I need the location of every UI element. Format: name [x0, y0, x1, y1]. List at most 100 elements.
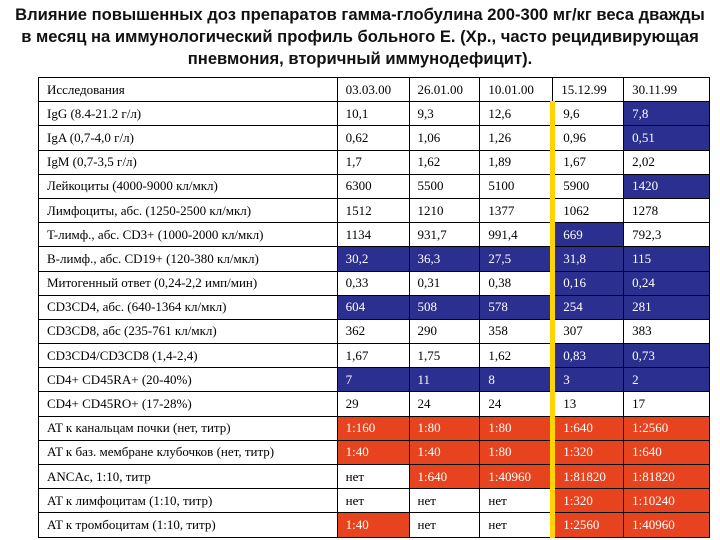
value-cell: 2: [623, 367, 710, 393]
row-label: AT к лимфоцитам (1:10, титр): [38, 488, 338, 514]
value-cell: 0,38: [479, 270, 554, 296]
value-cell: 1,67: [336, 343, 410, 369]
value-cell: 10,1: [336, 101, 410, 127]
value-cell: 24: [479, 391, 554, 417]
value-cell: 1420: [623, 173, 710, 199]
value-cell: 1:40: [408, 439, 481, 466]
value-cell: 0,73: [623, 343, 710, 369]
value-cell: 6300: [336, 173, 410, 199]
value-cell: 991,4: [479, 222, 554, 248]
value-cell: 383: [623, 318, 710, 345]
value-cell: 792,3: [623, 222, 710, 248]
row-label: Лейкоциты (4000-9000 кл/мкл): [38, 173, 338, 199]
value-cell: нет: [408, 512, 481, 538]
value-cell: 0,16: [550, 270, 625, 296]
table-row: AT к баз. мембране клубочков (нет, титр)…: [38, 439, 710, 466]
table-row: T-лимф., абс. CD3+ (1000-2000 кл/мкл) 113…: [38, 222, 710, 248]
value-cell: 31,8: [550, 246, 625, 272]
table-row: AT к лимфоцитам (1:10, титр) нет нет нет 1:3…: [38, 488, 710, 514]
value-cell: 5500: [408, 173, 481, 199]
row-label: CD4+ CD45RA+ (20-40%): [38, 367, 338, 393]
table-row: CD3CD4, абс. (640-1364 кл/мкл) 604 508 578 2…: [38, 294, 710, 320]
value-cell: 578: [479, 294, 554, 320]
row-label: AT к канальцам почки (нет, титр): [38, 415, 338, 441]
row-label: Митогенный ответ (0,24-2,2 имп/мин): [38, 270, 338, 296]
value-cell: 1:2560: [550, 512, 625, 538]
value-cell: 1:2560: [623, 415, 710, 441]
value-cell: 362: [336, 318, 410, 345]
row-label: CD4+ CD45RO+ (17-28%): [38, 391, 338, 417]
value-cell: 1:80: [479, 415, 554, 441]
value-cell: 1512: [336, 197, 410, 224]
value-cell: 508: [408, 294, 481, 320]
value-cell: 0,62: [336, 125, 410, 151]
row-label: ANCAc, 1:10, титр: [38, 463, 338, 490]
value-cell: 1:640: [623, 439, 710, 466]
value-cell: 1,75: [408, 343, 481, 369]
value-cell: 1:80: [479, 439, 554, 466]
table-row: ANCAc, 1:10, титр нет 1:640 1:40960 1:81820 1…: [38, 463, 710, 490]
value-cell: 24: [408, 391, 481, 417]
value-cell: 1,7: [336, 149, 410, 175]
row-label: CD3CD4, абс. (640-1364 кл/мкл): [38, 294, 338, 320]
table-row: Митогенный ответ (0,24-2,2 имп/мин) 0,33 0…: [38, 270, 710, 296]
value-cell: 1:81820: [550, 463, 625, 490]
header-cell: 10.01.00: [479, 76, 554, 103]
value-cell: 669: [550, 222, 625, 248]
header-cell: Исследования: [38, 76, 338, 103]
value-cell: нет: [408, 488, 481, 514]
row-label: IgA (0,7-4,0 г/л): [38, 125, 338, 151]
value-cell: 1,62: [479, 343, 554, 369]
value-cell: 1,06: [408, 125, 481, 151]
row-label: Лимфоциты, абс. (1250-2500 кл/мкл): [38, 197, 338, 224]
row-label: IgM (0,7-3,5 г/л): [38, 149, 338, 175]
value-cell: 1278: [623, 197, 710, 224]
value-cell: 1:10240: [623, 488, 710, 514]
value-cell: 1:320: [550, 439, 625, 466]
table-row: B-лимф., абс. CD19+ (120-380 кл/мкл) 30,2…: [38, 246, 710, 272]
table-row: AT к тромбоцитам (1:10, титр) 1:40 нет нет 1…: [38, 512, 710, 538]
value-cell: 1:320: [550, 488, 625, 514]
value-cell: 1:640: [550, 415, 625, 441]
value-cell: 1,67: [550, 149, 625, 175]
value-cell: 0,51: [623, 125, 710, 151]
header-cell: 26.01.00: [408, 76, 481, 103]
value-cell: 1:40960: [623, 512, 710, 538]
table-row: AT к канальцам почки (нет, титр) 1:160 1:8…: [38, 415, 710, 441]
table-row: IgG (8.4-21.2 г/л) 10,1 9,3 12,6 9,6 7,8: [38, 101, 710, 127]
value-cell: 1:81820: [623, 463, 710, 490]
value-cell: 0,83: [550, 343, 625, 369]
row-label: B-лимф., абс. CD19+ (120-380 кл/мкл): [38, 246, 338, 272]
value-cell: 1,62: [408, 149, 481, 175]
value-cell: 7: [336, 367, 410, 393]
value-cell: 1:40: [336, 512, 410, 538]
row-label: CD3CD8, абс (235-761 кл/мкл): [38, 318, 338, 345]
value-cell: 358: [479, 318, 554, 345]
value-cell: 27,5: [479, 246, 554, 272]
value-cell: 9,3: [408, 101, 481, 127]
value-cell: 1:40: [336, 439, 410, 466]
value-cell: 9,6: [550, 101, 625, 127]
value-cell: 1:80: [408, 415, 481, 441]
value-cell: 29: [336, 391, 410, 417]
header-row: Исследования 03.03.00 26.01.00 10.01.00 15.1…: [38, 76, 710, 103]
value-cell: нет: [336, 463, 410, 490]
value-cell: 1:160: [336, 415, 410, 441]
header-cell: 15.12.99: [552, 76, 625, 103]
value-cell: 1134: [336, 222, 410, 248]
value-cell: нет: [479, 512, 554, 538]
value-cell: 1:40960: [479, 463, 554, 490]
table-row: CD3CD4/CD3CD8 (1,4-2,4) 1,67 1,75 1,62 0,83 0…: [38, 343, 710, 369]
value-cell: 17: [623, 391, 710, 417]
table-row: CD4+ CD45RO+ (17-28%) 29 24 24 13 17: [38, 391, 710, 417]
table-row: CD3CD8, абс (235-761 кл/мкл) 362 290 358 307…: [38, 318, 710, 345]
value-cell: 12,6: [479, 101, 554, 127]
row-label: AT к тромбоцитам (1:10, титр): [38, 512, 338, 538]
row-label: CD3CD4/CD3CD8 (1,4-2,4): [38, 343, 338, 369]
slide-title: Влияние повышенных доз препаратов гамма-…: [15, 5, 705, 68]
value-cell: 2,02: [623, 149, 710, 175]
value-cell: 0,31: [408, 270, 481, 296]
value-cell: 0,24: [623, 270, 710, 296]
row-label: IgG (8.4-21.2 г/л): [38, 101, 338, 127]
